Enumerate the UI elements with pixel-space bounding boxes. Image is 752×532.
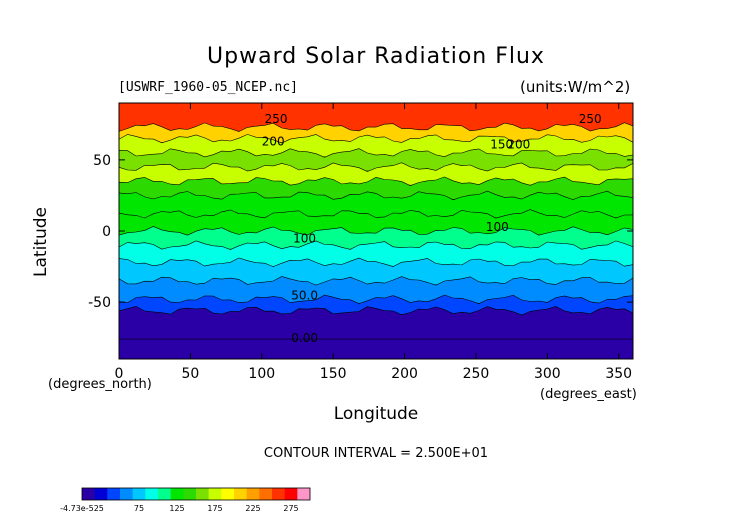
chart-title: Upward Solar Radiation Flux (207, 44, 545, 69)
colorbar-swatch (107, 488, 121, 500)
contour-interval-text: CONTOUR INTERVAL = 2.500E+01 (263, 446, 489, 461)
x-tick-label: 0 (115, 366, 124, 382)
x-tick-label: 350 (605, 366, 632, 382)
contour-label: 200 (262, 135, 285, 149)
contour-label: 100 (486, 220, 509, 234)
colorbar-tick-label: 75 (134, 504, 144, 513)
colorbar-swatch (145, 488, 159, 500)
colorbar-swatch (170, 488, 184, 500)
colorbar-tick-label: 125 (169, 504, 184, 513)
contour-label: 100 (293, 231, 316, 245)
colorbar-swatch (94, 488, 108, 500)
y-tick-label: 50 (93, 153, 111, 169)
heatmap-band (118, 276, 634, 304)
heatmap-band (118, 338, 634, 360)
colorbar-swatch (82, 488, 95, 500)
colorbar-swatch (120, 488, 133, 500)
colorbar-swatch (221, 488, 235, 500)
file-label: [USWRF_1960-05_NCEP.nc] (118, 80, 299, 95)
x-tick-label: 300 (534, 366, 561, 382)
heatmap-band (118, 306, 634, 344)
plot-mask (0, 359, 752, 365)
contour-label: 50.0 (291, 288, 318, 302)
x-tick-label: 50 (181, 366, 199, 382)
colorbar-swatch (183, 488, 197, 500)
contour-label: 200 (507, 138, 530, 152)
heatmap-band (118, 134, 634, 158)
x-axis-label: Longitude (333, 404, 419, 424)
colorbar-swatch (234, 488, 247, 500)
contour-label: 0.00 (291, 331, 318, 345)
x-tick-label: 100 (248, 366, 275, 382)
colorbar-tick-label: 175 (207, 504, 222, 513)
contour-label: 150 (490, 138, 513, 152)
colorbar-tick-label: -4.73e-525 (60, 504, 104, 513)
contour-label: 250 (265, 112, 288, 126)
units-label: (units:W/m^2) (520, 78, 631, 96)
x-unit-note: (degrees_east) (540, 387, 637, 402)
heatmap-band (118, 257, 634, 286)
heatmap-band (118, 240, 634, 267)
colorbar-swatch (208, 488, 222, 500)
colorbar-tick-label: 275 (283, 504, 298, 513)
x-tick-label: 250 (463, 366, 490, 382)
heatmap-band (118, 190, 634, 219)
colorbar-swatch (158, 488, 171, 500)
colorbar-swatch (284, 488, 298, 500)
y-unit-note: (degrees_north) (48, 377, 152, 392)
contour-label: 250 (579, 112, 602, 126)
colorbar-swatch (246, 488, 260, 500)
heatmap-band (118, 162, 634, 186)
colorbar-swatch (272, 488, 285, 500)
colorbar-swatch (259, 488, 273, 500)
colorbar-frame (81, 487, 311, 501)
heatmap-band (118, 148, 634, 172)
x-tick-label: 200 (391, 366, 418, 382)
y-tick-label: 0 (102, 224, 111, 240)
x-tick-label: 150 (320, 366, 347, 382)
y-tick-label: -50 (88, 295, 111, 311)
colorbar-tick-label: 225 (245, 504, 260, 513)
colorbar-swatch (132, 488, 146, 500)
colorbar-swatch (196, 488, 209, 500)
colorbar-swatch (297, 488, 311, 500)
